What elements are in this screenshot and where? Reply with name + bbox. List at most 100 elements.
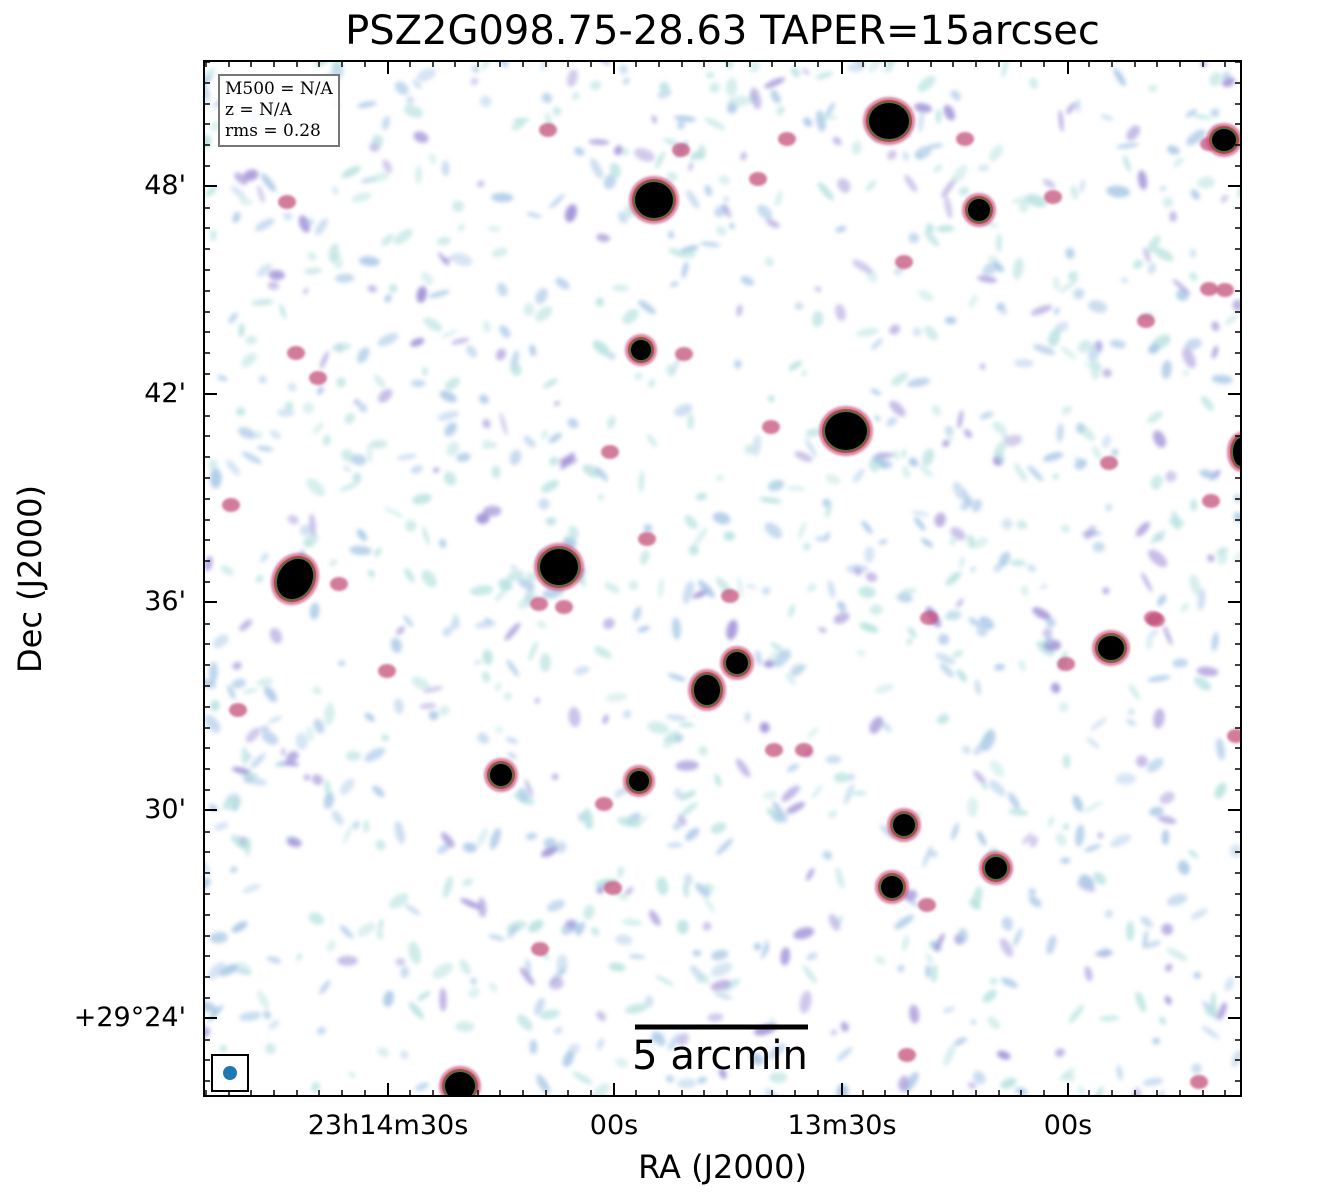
- noise-speckle: [1095, 340, 1103, 352]
- noise-speckle: [622, 77, 630, 85]
- noise-speckle: [1197, 589, 1206, 611]
- noise-speckle: [470, 77, 479, 86]
- noise-speckle: [217, 375, 228, 382]
- noise-speckle: [968, 617, 981, 628]
- noise-speckle: [815, 110, 826, 132]
- noise-speckle: [357, 402, 368, 413]
- noise-speckle: [919, 464, 934, 478]
- noise-speckle: [1193, 677, 1212, 691]
- noise-speckle: [575, 921, 586, 936]
- noise-speckle: [477, 827, 488, 847]
- noise-speckle: [298, 215, 311, 233]
- noise-speckle: [264, 686, 277, 703]
- noise-speckle: [1137, 170, 1148, 190]
- noise-speckle: [1149, 806, 1164, 817]
- noise-speckle: [1217, 553, 1228, 565]
- noise-speckle: [1060, 857, 1071, 865]
- noise-speckle: [864, 546, 875, 563]
- noise-speckle: [1165, 963, 1173, 972]
- x-tick-label: 00s: [1043, 1110, 1093, 1141]
- noise-speckle: [351, 192, 372, 203]
- noise-speckle: [987, 255, 998, 261]
- noise-speckle: [412, 493, 432, 505]
- noise-speckle: [785, 673, 796, 685]
- noise-speckle: [363, 820, 370, 833]
- noise-speckle: [852, 259, 873, 274]
- noise-speckle: [945, 428, 953, 442]
- noise-speckle: [551, 773, 559, 781]
- noise-speckle: [228, 312, 238, 324]
- noise-speckle: [967, 534, 976, 549]
- noise-speckle: [312, 686, 322, 695]
- y-tick-label: +29°24': [73, 1002, 186, 1033]
- noise-speckle: [801, 369, 807, 377]
- noise-emission-layer: [203, 60, 1242, 1097]
- noise-speckle: [419, 703, 437, 709]
- noise-speckle: [615, 1057, 629, 1068]
- noise-speckle: [1059, 278, 1079, 294]
- noise-speckle: [908, 232, 920, 244]
- noise-speckle: [770, 642, 783, 652]
- noise-speckle: [1093, 1086, 1104, 1097]
- noise-speckle: [906, 637, 913, 646]
- noise-speckle: [956, 669, 967, 682]
- noise-speckle: [238, 323, 245, 338]
- noise-speckle: [549, 456, 559, 467]
- noise-speckle: [1090, 358, 1101, 380]
- noise-speckle: [545, 517, 557, 526]
- noise-speckle: [259, 725, 270, 732]
- faint-emission-blob: [795, 743, 813, 757]
- noise-speckle: [931, 404, 942, 416]
- noise-speckle: [452, 200, 464, 212]
- noise-speckle: [286, 751, 299, 763]
- noise-speckle: [686, 248, 696, 259]
- noise-speckle: [1196, 666, 1219, 677]
- noise-speckle: [319, 351, 329, 369]
- noise-speckle: [408, 941, 422, 965]
- noise-speckle: [1042, 179, 1056, 189]
- noise-speckle: [376, 928, 384, 940]
- noise-speckle: [306, 726, 314, 742]
- noise-speckle: [637, 625, 650, 633]
- noise-speckle: [837, 178, 851, 193]
- noise-speckle: [243, 169, 259, 181]
- noise-speckle: [1166, 893, 1188, 906]
- noise-speckle: [994, 663, 1006, 671]
- noise-speckle: [624, 887, 634, 896]
- noise-speckle: [296, 952, 303, 962]
- noise-speckle: [716, 225, 727, 236]
- noise-speckle: [953, 1037, 967, 1046]
- noise-speckle: [404, 519, 417, 532]
- noise-speckle: [989, 760, 1005, 778]
- noise-speckle: [1021, 585, 1029, 596]
- noise-speckle: [667, 673, 686, 682]
- faint-emission-blob: [1144, 611, 1162, 625]
- noise-speckle: [390, 637, 402, 653]
- noise-speckle: [568, 706, 581, 728]
- noise-speckle: [1116, 142, 1140, 149]
- radio-source: [1206, 123, 1242, 157]
- noise-speckle: [210, 229, 217, 242]
- noise-speckle: [1056, 423, 1064, 443]
- noise-speckle: [1033, 344, 1056, 355]
- noise-speckle: [597, 493, 605, 501]
- noise-speckle: [1001, 433, 1010, 441]
- noise-speckle: [1027, 564, 1037, 572]
- noise-speckle: [951, 822, 959, 841]
- noise-speckle: [555, 277, 570, 290]
- noise-speckle: [411, 676, 431, 691]
- radio-sources-layer: [222, 97, 1242, 1097]
- noise-speckle: [970, 566, 976, 573]
- noise-speckle: [644, 1032, 665, 1046]
- noise-speckle: [976, 626, 988, 637]
- noise-speckle: [1147, 675, 1171, 682]
- noise-speckle: [1141, 572, 1153, 593]
- noise-speckle: [441, 160, 450, 177]
- noise-speckle: [596, 1038, 605, 1050]
- noise-speckle: [967, 1081, 977, 1090]
- noise-speckle: [1160, 185, 1166, 192]
- noise-speckle: [518, 578, 535, 591]
- noise-speckle: [488, 982, 498, 992]
- noise-speckle: [764, 77, 786, 89]
- noise-speckle: [725, 78, 738, 97]
